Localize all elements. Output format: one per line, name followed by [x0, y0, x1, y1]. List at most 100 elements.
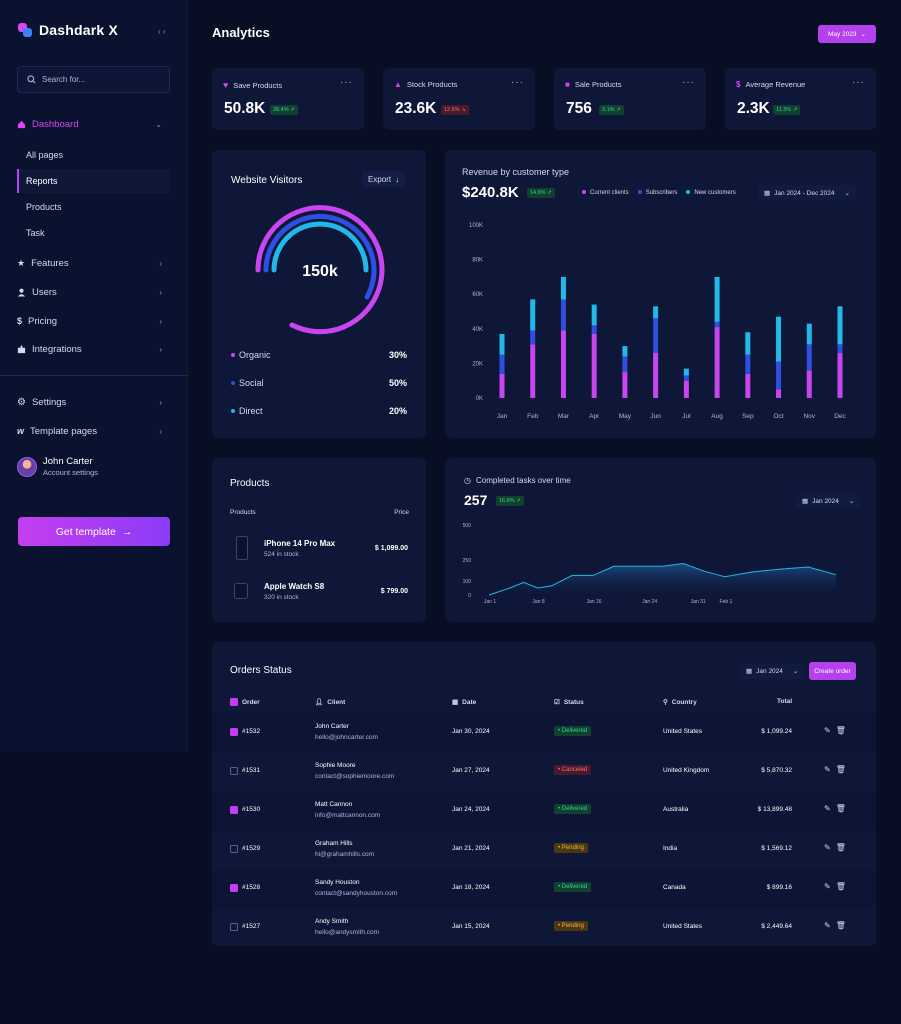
edit-icon[interactable]: ✎ [824, 726, 831, 735]
card-title: Orders Status [230, 665, 292, 676]
status-icon: ☑ [554, 699, 560, 706]
more-options-icon[interactable]: ··· [682, 77, 695, 88]
revenue-card: Revenue by customer type $240.8K 14.8% ↗… [445, 150, 876, 438]
row-checkbox[interactable] [230, 923, 238, 931]
chevron-right-icon: › [159, 316, 162, 326]
table-row[interactable]: #1532 John Carter hello@johncarter.com Jan … [212, 713, 875, 752]
product-row[interactable]: iPhone 14 Pro Max 524 in stock $ 1,099.0… [230, 536, 408, 566]
edit-icon[interactable]: ✎ [824, 882, 831, 891]
order-id[interactable]: #1532 [242, 728, 261, 735]
table-row[interactable]: #1527 Andy Smith hello@andysmith.com Jan 15… [212, 908, 875, 946]
th-date[interactable]: ▦ Date [452, 698, 477, 707]
sidebar-subitem-all-pages[interactable]: All pages [26, 150, 64, 160]
status-badge: • Delivered [554, 882, 592, 892]
trash-icon[interactable]: 🗑︎ [835, 765, 846, 774]
th-order[interactable]: Order [230, 698, 260, 706]
get-template-button[interactable]: Get template → [18, 517, 170, 546]
x-tick-label: Jun [650, 413, 661, 420]
date-picker-label: May 2023 [828, 30, 857, 38]
sidebar-subitem-products[interactable]: Products [26, 202, 62, 212]
sidebar-item-label: Dashboard [32, 118, 79, 130]
trash-icon[interactable]: 🗑︎ [835, 882, 846, 891]
brand-logo-icon [18, 23, 32, 37]
product-name: Apple Watch S8 [264, 582, 325, 591]
th-client[interactable]: 👤︎ Client [315, 698, 346, 707]
clock-icon: ◷ [464, 476, 471, 485]
trash-icon[interactable]: 🗑︎ [835, 804, 846, 813]
sidebar-item-pricing[interactable]: $ Pricing › [17, 311, 170, 331]
th-total[interactable]: Total [777, 698, 793, 705]
legend-current-clients: Current clients [582, 190, 629, 196]
row-checkbox[interactable] [230, 884, 238, 892]
stat-value: 756 [566, 100, 592, 117]
client-email: hello@andysmith.com [315, 929, 380, 936]
client-email: contact@sandyhouston.com [315, 890, 398, 897]
range-label: Jan 2024 [812, 497, 839, 505]
y-tick-label: 20K [472, 361, 483, 367]
more-options-icon[interactable]: ··· [852, 77, 865, 88]
sidebar-item-dashboard[interactable]: Dashboard ⌄ [17, 114, 170, 134]
revenue-bar-chart: 0K 20K 40K 60K 80K 100K Jan Feb Mar Apr May Jun Jul A… [469, 223, 847, 420]
table-row[interactable]: #1530 Matt Cannon info@mattcannon.com Jan 2… [212, 791, 875, 830]
card-title: Products [230, 478, 270, 489]
brand[interactable]: Dashdark X [17, 22, 118, 38]
th-status[interactable]: ☑ Status [554, 698, 584, 707]
tasks-card: ◷ Completed tasks over time 257 16.8% ↗ … [445, 458, 876, 622]
sidebar-item-features[interactable]: ★ Features › [17, 253, 170, 273]
tasks-range-picker[interactable]: ▦ Jan 2024 ⌄ [796, 493, 861, 509]
table-row[interactable]: #1528 Sandy Houston contact@sandyhouston.c… [212, 869, 875, 908]
edit-icon[interactable]: ✎ [824, 843, 831, 852]
location-pin-icon: ⚲ [663, 699, 668, 706]
sidebar-item-users[interactable]: Users › [17, 282, 170, 302]
sidebar-item-integrations[interactable]: Integrations › [17, 339, 170, 359]
more-options-icon[interactable]: ··· [511, 77, 524, 88]
sidebar-item-settings[interactable]: ⚙ Settings › [17, 392, 170, 412]
export-button[interactable]: Export ↓ [362, 171, 406, 187]
stat-change-badge: 11.3% ↗ [773, 105, 801, 115]
edit-icon[interactable]: ✎ [824, 765, 831, 774]
date-picker-button[interactable]: May 2023 ⌄ [818, 25, 876, 43]
edit-icon[interactable]: ✎ [824, 804, 831, 813]
sidebar-subitem-task[interactable]: Task [26, 228, 45, 238]
orders-range-picker[interactable]: ▦ Jan 2024 ⌄ [740, 663, 805, 679]
select-all-checkbox[interactable] [230, 698, 238, 706]
order-date: Jan 24, 2024 [452, 806, 490, 813]
bar-segment [745, 354, 751, 374]
x-tick-label: Oct [773, 413, 783, 420]
legend-organic: Organic 30% [231, 350, 407, 360]
search-input[interactable] [42, 75, 152, 84]
create-order-button[interactable]: Create order [809, 662, 856, 680]
account-settings-link[interactable]: Account settings [43, 468, 99, 477]
stat-title: Sale Products [574, 80, 622, 89]
table-row[interactable]: #1529 Graham Hills hi@grahamhills.com Jan 2… [212, 830, 875, 869]
order-id[interactable]: #1529 [242, 845, 261, 852]
order-id[interactable]: #1531 [242, 767, 261, 774]
row-checkbox[interactable] [230, 845, 238, 853]
stat-card-stock-products: ▲ Stock Products ··· 23.6K 12.6% ↘ [383, 68, 535, 130]
trash-icon[interactable]: 🗑︎ [835, 843, 846, 852]
order-date: Jan 27, 2024 [452, 767, 490, 774]
sidebar-subitem-reports[interactable]: Reports [17, 169, 170, 193]
bar-segment [622, 356, 628, 373]
row-checkbox[interactable] [230, 806, 238, 814]
table-row[interactable]: #1531 Sophie Moore contact@sophiemoore.com… [212, 752, 875, 791]
more-options-icon[interactable]: ··· [340, 77, 353, 88]
sidebar-item-template-pages[interactable]: w Template pages › [17, 421, 170, 441]
revenue-range-picker[interactable]: ▦ Jan 2024 - Dec 2024 ⌄ [758, 185, 856, 201]
x-tick-label: Feb [527, 413, 539, 420]
collapse-sidebar-icon[interactable]: ‹ › [158, 27, 166, 36]
bar-segment [499, 333, 505, 355]
client-name: Sandy Houston [315, 879, 360, 886]
row-checkbox[interactable] [230, 728, 238, 736]
trash-icon[interactable]: 🗑︎ [835, 726, 846, 735]
edit-icon[interactable]: ✎ [824, 921, 831, 930]
order-id[interactable]: #1527 [242, 923, 261, 930]
order-id[interactable]: #1530 [242, 806, 261, 813]
user-profile[interactable]: John Carter Account settings [17, 456, 98, 477]
order-id[interactable]: #1528 [242, 884, 261, 891]
calendar-icon: ▦ [746, 668, 753, 675]
trash-icon[interactable]: 🗑︎ [835, 921, 846, 930]
row-checkbox[interactable] [230, 767, 238, 775]
product-row[interactable]: Apple Watch S8 320 in stock $ 799.00 [230, 579, 408, 609]
th-country[interactable]: ⚲ Country [663, 698, 697, 707]
